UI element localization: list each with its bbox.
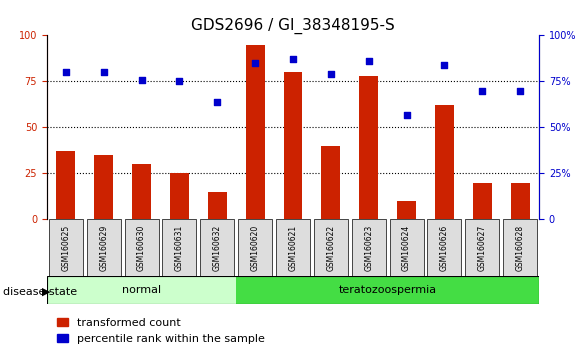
Text: GSM160630: GSM160630 <box>137 224 146 271</box>
Text: disease state: disease state <box>3 287 77 297</box>
FancyBboxPatch shape <box>390 219 424 276</box>
FancyBboxPatch shape <box>276 219 310 276</box>
Title: GDS2696 / GI_38348195-S: GDS2696 / GI_38348195-S <box>191 18 395 34</box>
Legend: transformed count, percentile rank within the sample: transformed count, percentile rank withi… <box>52 314 269 348</box>
Point <box>137 77 146 82</box>
Text: normal: normal <box>122 285 161 295</box>
Text: GSM160622: GSM160622 <box>326 225 335 271</box>
Point <box>478 88 487 93</box>
Point <box>213 99 222 104</box>
Text: GSM160625: GSM160625 <box>62 225 70 271</box>
Bar <box>511 183 530 219</box>
FancyBboxPatch shape <box>124 219 159 276</box>
Point <box>402 112 411 118</box>
Point <box>440 62 449 68</box>
Text: GSM160621: GSM160621 <box>288 225 298 271</box>
Bar <box>56 152 75 219</box>
FancyBboxPatch shape <box>465 219 499 276</box>
Point <box>99 69 108 75</box>
FancyBboxPatch shape <box>87 219 121 276</box>
Point <box>326 71 336 77</box>
Bar <box>170 173 189 219</box>
FancyBboxPatch shape <box>503 219 537 276</box>
Bar <box>473 183 492 219</box>
FancyBboxPatch shape <box>352 219 386 276</box>
Text: GSM160620: GSM160620 <box>251 225 260 271</box>
Point <box>516 88 525 93</box>
Point <box>364 58 373 64</box>
Text: ▶: ▶ <box>42 287 51 297</box>
FancyBboxPatch shape <box>49 219 83 276</box>
Bar <box>321 146 340 219</box>
Text: GSM160629: GSM160629 <box>99 225 108 271</box>
Text: GSM160627: GSM160627 <box>478 225 487 271</box>
FancyBboxPatch shape <box>200 219 234 276</box>
Point <box>61 69 70 75</box>
Text: teratozoospermia: teratozoospermia <box>339 285 437 295</box>
Bar <box>132 164 151 219</box>
Point <box>175 79 184 84</box>
Point <box>288 57 298 62</box>
FancyBboxPatch shape <box>238 219 272 276</box>
Text: GSM160623: GSM160623 <box>364 225 373 271</box>
Bar <box>246 45 265 219</box>
FancyBboxPatch shape <box>314 219 348 276</box>
Text: GSM160624: GSM160624 <box>402 225 411 271</box>
FancyBboxPatch shape <box>236 276 539 304</box>
Point <box>250 60 260 66</box>
Bar <box>208 192 227 219</box>
Text: GSM160632: GSM160632 <box>213 225 222 271</box>
FancyBboxPatch shape <box>162 219 196 276</box>
Bar <box>435 105 454 219</box>
Bar <box>94 155 113 219</box>
Bar <box>284 72 302 219</box>
FancyBboxPatch shape <box>427 219 462 276</box>
Text: GSM160626: GSM160626 <box>440 225 449 271</box>
Text: GSM160631: GSM160631 <box>175 225 184 271</box>
FancyBboxPatch shape <box>47 276 236 304</box>
Bar <box>397 201 416 219</box>
Text: GSM160628: GSM160628 <box>516 225 524 271</box>
Bar <box>359 76 378 219</box>
